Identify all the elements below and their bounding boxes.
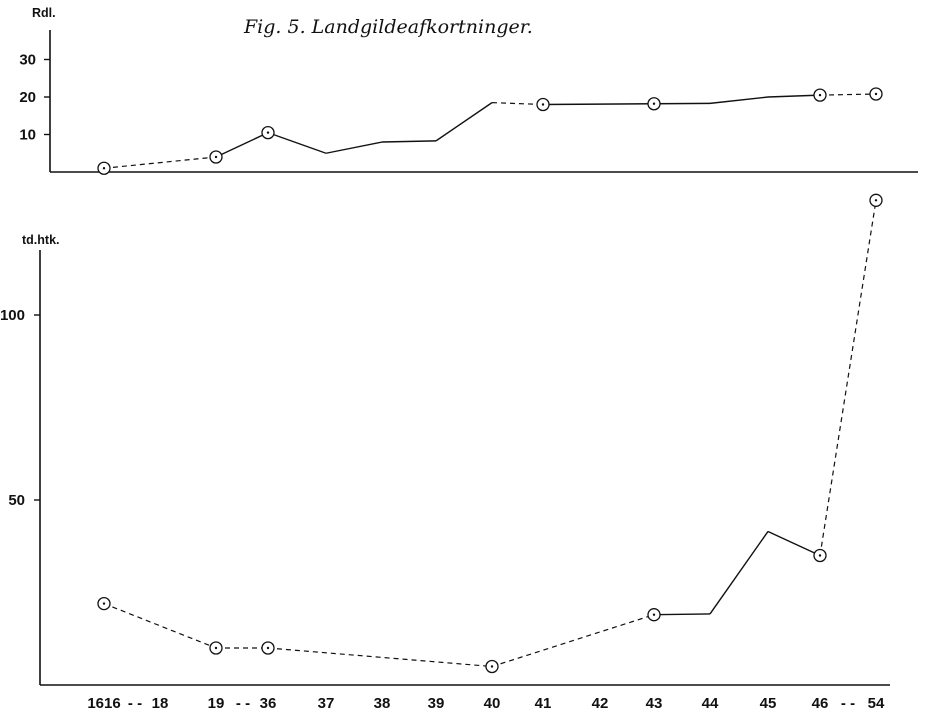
x-tick-label: 46 — [812, 695, 829, 712]
top-series-segment — [767, 94, 821, 98]
x-tick-label: 39 — [428, 695, 445, 712]
bottom-data-point-center — [818, 554, 822, 557]
x-tick-label: 44 — [702, 695, 719, 712]
top-data-point-center — [214, 155, 218, 159]
top-data-point-center — [102, 167, 106, 170]
bottom-series-segment — [267, 647, 493, 668]
bottom-data-point-center — [874, 199, 878, 202]
x-tick-label: 43 — [646, 695, 663, 712]
top-series-segment — [491, 102, 544, 106]
top-chart: Rdl. 10 20 30 — [19, 6, 918, 175]
bottom-series-segment — [653, 613, 711, 616]
top-y-tick-label: 30 — [19, 52, 36, 69]
x-dash-mark: - - — [128, 695, 142, 712]
bottom-series-segment — [491, 614, 655, 668]
x-tick-label: 36 — [260, 695, 277, 712]
x-tick-label: 38 — [374, 695, 391, 712]
top-series-markers — [97, 87, 883, 175]
bottom-series-line — [103, 200, 877, 668]
top-y-ticks: 10 20 30 — [19, 52, 50, 144]
top-series-segment — [325, 141, 383, 154]
bottom-data-point-center — [214, 646, 218, 650]
top-series-segment — [103, 156, 217, 169]
x-tick-label: 42 — [592, 695, 609, 712]
top-data-point-center — [541, 103, 545, 106]
top-y-tick-label: 10 — [19, 127, 36, 144]
x-tick-label: 37 — [318, 695, 335, 712]
top-series-segment — [819, 93, 877, 96]
x-tick-label: 40 — [484, 695, 501, 712]
x-tick-label: 1616 — [87, 695, 120, 712]
x-tick-label: 54 — [868, 695, 885, 712]
top-series-segment — [215, 131, 269, 158]
x-tick-label: 19 — [208, 695, 225, 712]
x-tick-label: 41 — [535, 695, 552, 712]
x-axis-ticks: 1616 18 19 36 37 38 39 40 41 42 43 44 45 46 54 — [87, 695, 885, 712]
bottom-series-segment — [103, 603, 217, 649]
top-data-point-center — [874, 92, 878, 96]
x-dash-mark: - - — [236, 695, 250, 712]
bottom-data-point-center — [102, 602, 106, 605]
bottom-y-tick-label: 100 — [0, 307, 25, 324]
top-data-point-center — [652, 102, 656, 105]
top-data-point-center — [818, 93, 822, 97]
top-y-axis-label: Rdl. — [32, 6, 56, 20]
top-series-line — [103, 93, 877, 169]
bottom-series-segment — [709, 531, 769, 615]
bottom-y-axis-label: td.htk. — [22, 233, 60, 247]
bottom-y-ticks: 50 100 — [0, 307, 40, 509]
top-y-tick-label: 20 — [19, 89, 36, 106]
bottom-y-tick-label: 50 — [8, 492, 25, 509]
bottom-chart: td.htk. 50 100 — [0, 193, 890, 686]
top-series-segment — [381, 140, 437, 143]
top-series-segment — [709, 96, 769, 105]
x-tick-label: 45 — [760, 695, 777, 712]
bottom-series-segment — [819, 200, 877, 556]
x-axis-dash-marks: - - - - - - — [128, 695, 855, 712]
top-series-segment — [267, 131, 327, 154]
top-series-segment — [435, 102, 493, 142]
x-dash-mark: - - — [841, 695, 855, 712]
top-data-point-center — [266, 131, 270, 134]
bottom-data-point-center — [490, 665, 494, 668]
x-tick-label: 18 — [152, 695, 169, 712]
chart-title: Fig. 5. Landgildeafkortninger. — [243, 16, 533, 38]
bottom-data-point-center — [652, 613, 656, 616]
bottom-data-point-center — [266, 646, 270, 650]
top-series-segment — [542, 103, 655, 106]
bottom-series-markers — [97, 193, 883, 674]
bottom-series-segment — [767, 530, 821, 557]
